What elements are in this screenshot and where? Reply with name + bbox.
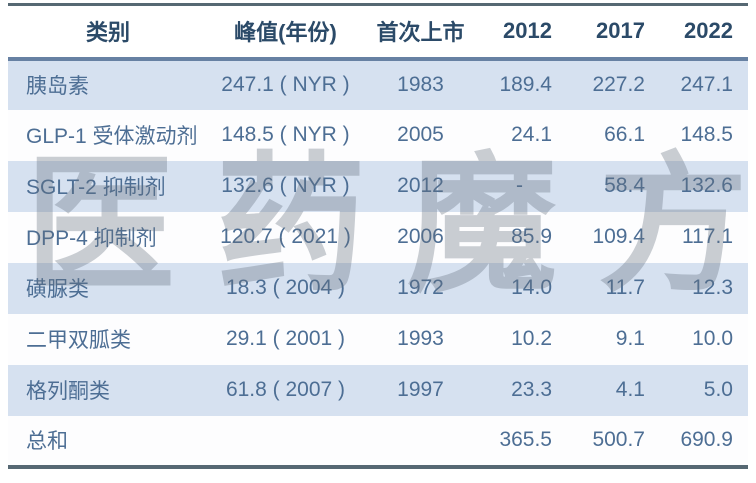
cell-2022: 10.0 (692, 327, 733, 350)
cell-peak: 148.5 ( NYR ) (221, 123, 350, 146)
row-glp1-agonist: GLP-1 受体激动剂 148.5 ( NYR ) 2005 24.1 66.1… (8, 109, 748, 161)
cell-2012: 10.2 (511, 327, 552, 350)
cell-peak: 18.3 ( 2004 ) (225, 276, 346, 299)
column-header-peak-year: 峰值(年份) (208, 4, 363, 61)
column-header-category: 类别 (8, 4, 208, 61)
cell-2017: 109.4 (592, 225, 645, 248)
cell-peak: 61.8 ( 2007 ) (225, 378, 346, 401)
cell-2022: 5.0 (703, 378, 733, 401)
cell-peak: 120.7 ( 2021 ) (220, 225, 351, 248)
row-sglt2-inhibitor: SGLT-2 抑制剂 132.6 ( NYR ) 2012 - 58.4 132… (8, 160, 748, 212)
cell-peak: 247.1 ( NYR ) (221, 73, 350, 96)
cell-launch: 1972 (397, 276, 444, 299)
cell-2012: 365.5 (499, 428, 552, 451)
cell-2012: 189.4 (499, 73, 552, 96)
cell-2012: 23.3 (511, 378, 552, 401)
row-sulfonylurea: 磺脲类 18.3 ( 2004 ) 1972 14.0 11.7 12.3 (8, 262, 748, 314)
cell-2012: 85.9 (511, 225, 552, 248)
row-insulin: 胰岛素 247.1 ( NYR ) 1983 189.4 227.2 247.1 (8, 58, 748, 110)
cell-launch: 2006 (397, 225, 444, 248)
cell-launch: 1983 (397, 73, 444, 96)
cell-2012-dash: - (516, 174, 523, 197)
column-header-2017: 2017 (560, 4, 653, 61)
cell-2017: 11.7 (605, 276, 645, 299)
cell-2017: 500.7 (592, 428, 645, 451)
row-total: 总和 365.5 500.7 690.9 (8, 415, 748, 467)
cell-2022: 148.5 (680, 123, 733, 146)
cell-2022: 132.6 (680, 174, 733, 197)
cell-2012: 24.1 (511, 123, 552, 146)
column-header-2012: 2012 (478, 4, 560, 61)
cell-launch: 1997 (397, 378, 444, 401)
cell-category: GLP-1 受体激动剂 (26, 125, 198, 148)
cell-category: 磺脲类 (26, 278, 89, 301)
cell-launch: 1993 (397, 327, 444, 350)
cell-2022: 12.3 (692, 276, 733, 299)
cell-launch: 2005 (397, 123, 444, 146)
cell-2017: 9.1 (615, 327, 645, 350)
cell-2017: 4.1 (615, 378, 645, 401)
cell-launch: 2012 (397, 174, 444, 197)
cell-2017: 66.1 (604, 123, 645, 146)
cell-2017: 227.2 (592, 73, 645, 96)
cell-launch (363, 416, 478, 467)
cell-peak: 132.6 ( NYR ) (221, 174, 350, 197)
header-row: 类别 峰值(年份) 首次上市 2012 2017 2022 (8, 4, 748, 61)
cell-category: 二甲双胍类 (26, 329, 131, 352)
cell-category: SGLT-2 抑制剂 (26, 176, 166, 199)
column-header-first-launch: 首次上市 (363, 4, 478, 61)
cell-peak: 29.1 ( 2001 ) (225, 327, 346, 350)
cell-2022: 247.1 (680, 73, 733, 96)
cell-category: 格列酮类 (26, 380, 110, 403)
row-glitazone: 格列酮类 61.8 ( 2007 ) 1997 23.3 4.1 5.0 (8, 364, 748, 416)
cell-2012: 14.0 (511, 276, 552, 299)
cell-2017: 58.4 (604, 174, 645, 197)
drug-class-sales-table: 类别 峰值(年份) 首次上市 2012 2017 2022 胰岛素 247.1 … (8, 3, 748, 469)
row-dpp4-inhibitor: DPP-4 抑制剂 120.7 ( 2021 ) 2006 85.9 109.4… (8, 211, 748, 263)
cell-category: 总和 (26, 430, 68, 453)
cell-category: DPP-4 抑制剂 (26, 227, 157, 250)
cell-category: 胰岛素 (26, 75, 89, 98)
cell-2022: 117.1 (682, 225, 733, 248)
cell-peak (208, 416, 363, 467)
column-header-2022: 2022 (653, 4, 748, 61)
cell-2022: 690.9 (680, 428, 733, 451)
row-biguanide: 二甲双胍类 29.1 ( 2001 ) 1993 10.2 9.1 10.0 (8, 313, 748, 365)
